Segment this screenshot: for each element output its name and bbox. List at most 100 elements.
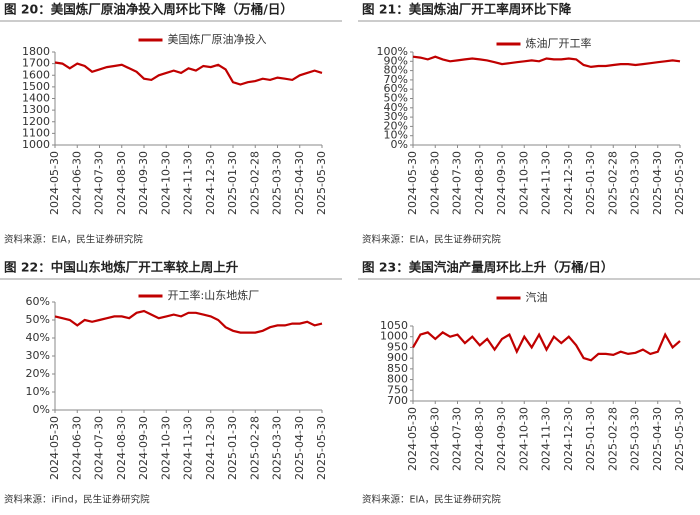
- x-tick-label: 2024-08-30: [115, 151, 128, 215]
- series-line: [412, 55, 681, 69]
- y-tick-label: 0%: [391, 138, 408, 151]
- x-tick-label: 2025-05-30: [673, 407, 686, 471]
- x-tick-label: 2024-08-30: [473, 407, 486, 471]
- x-tick-label: 2024-07-30: [451, 407, 464, 471]
- chart-title: 图 20：美国炼厂原油净投入周环比下降（万桶/日）: [4, 2, 293, 17]
- y-tick-label: 1600: [22, 68, 50, 81]
- x-tick-label: 2024-07-30: [451, 151, 464, 215]
- y-tick-label: 950: [387, 340, 408, 353]
- y-tick-label: 30%: [384, 110, 408, 123]
- x-tick-label: 2025-05-30: [315, 151, 328, 215]
- x-tick-label: 2024-07-30: [93, 416, 106, 480]
- source-note: 资料来源：EIA，民生证券研究院: [4, 234, 143, 246]
- x-tick-label: 2024-06-30: [428, 151, 441, 215]
- x-tick-label: 2024-11-30: [540, 151, 553, 215]
- y-tick-label: 20%: [384, 119, 408, 132]
- chart-title: 图 23：美国汽油产量周环比上升（万桶/日）: [362, 260, 613, 275]
- x-tick-label: 2025-03-30: [629, 407, 642, 471]
- y-tick-label: 1400: [22, 92, 50, 105]
- y-tick-label: 60%: [26, 295, 50, 308]
- chart-title: 图 21：美国炼油厂开工率周环比下降: [362, 2, 572, 17]
- y-tick-label: 50%: [26, 313, 50, 326]
- y-tick-label: 60%: [384, 82, 408, 95]
- x-tick-label: 2024-08-30: [115, 416, 128, 480]
- x-tick-label: 2025-03-30: [629, 151, 642, 215]
- x-tick-label: 2025-02-28: [606, 407, 619, 471]
- x-tick-label: 2024-12-30: [204, 416, 217, 480]
- y-tick-label: 1000: [380, 330, 408, 343]
- x-tick-label: 2024-10-30: [517, 407, 530, 471]
- x-tick-label: 2024-08-30: [473, 151, 486, 215]
- x-tick-label: 2024-09-30: [495, 407, 508, 471]
- y-tick-label: 750: [387, 383, 408, 396]
- x-tick-label: 2025-01-30: [226, 416, 239, 480]
- y-tick-label: 1700: [22, 57, 50, 70]
- x-tick-label: 2024-05-30: [48, 416, 61, 480]
- y-tick-label: 70%: [384, 73, 408, 86]
- x-tick-label: 2024-12-30: [562, 407, 575, 471]
- y-tick-label: 1200: [22, 115, 50, 128]
- source-note: 资料来源：iFind，民生证券研究院: [4, 494, 150, 506]
- x-tick-label: 2024-09-30: [137, 416, 150, 480]
- x-tick-label: 2025-01-30: [226, 151, 239, 215]
- x-tick-label: 2024-10-30: [517, 151, 530, 215]
- legend-label: 开工率:山东地炼厂: [168, 288, 260, 302]
- series-line: [412, 331, 681, 362]
- legend-label: 炼油厂开工率: [526, 36, 592, 50]
- source-note: 资料来源：EIA，民生证券研究院: [362, 494, 501, 506]
- x-tick-label: 2024-09-30: [495, 151, 508, 215]
- x-tick-label: 2024-06-30: [70, 416, 83, 480]
- y-tick-label: 1100: [22, 126, 50, 139]
- y-tick-label: 1800: [22, 45, 50, 58]
- y-tick-label: 700: [387, 394, 408, 407]
- y-tick-label: 40%: [26, 331, 50, 344]
- x-tick-label: 2025-04-30: [293, 151, 306, 215]
- y-tick-label: 850: [387, 362, 408, 375]
- x-tick-label: 2025-04-30: [651, 407, 664, 471]
- x-tick-label: 2024-11-30: [182, 151, 195, 215]
- y-tick-label: 90%: [384, 54, 408, 67]
- x-tick-label: 2024-12-30: [204, 151, 217, 215]
- y-tick-label: 40%: [384, 101, 408, 114]
- x-tick-label: 2025-01-30: [584, 407, 597, 471]
- chart-title: 图 22：中国山东地炼厂开工率较上周上升: [4, 260, 239, 275]
- source-note: 资料来源：EIA，民生证券研究院: [362, 234, 501, 246]
- y-tick-label: 1000: [22, 138, 50, 151]
- x-tick-label: 2025-04-30: [651, 151, 664, 215]
- x-tick-label: 2024-06-30: [428, 407, 441, 471]
- x-tick-label: 2024-05-30: [406, 407, 419, 471]
- y-tick-label: 50%: [384, 92, 408, 105]
- x-tick-label: 2024-11-30: [540, 407, 553, 471]
- x-tick-label: 2025-05-30: [673, 151, 686, 215]
- y-tick-label: 10%: [384, 129, 408, 142]
- y-tick-label: 1300: [22, 103, 50, 116]
- legend-label: 汽油: [526, 290, 548, 304]
- y-tick-label: 30%: [26, 349, 50, 362]
- x-tick-label: 2025-05-30: [315, 416, 328, 480]
- x-tick-label: 2025-03-30: [271, 416, 284, 480]
- x-tick-label: 2024-09-30: [137, 151, 150, 215]
- y-tick-label: 1050: [380, 319, 408, 332]
- x-tick-label: 2025-04-30: [293, 416, 306, 480]
- x-tick-label: 2024-05-30: [406, 151, 419, 215]
- x-tick-label: 2024-11-30: [182, 416, 195, 480]
- y-tick-label: 80%: [384, 64, 408, 77]
- series-line: [54, 309, 323, 334]
- x-tick-label: 2024-10-30: [159, 151, 172, 215]
- x-tick-label: 2025-02-28: [248, 416, 261, 480]
- x-tick-label: 2024-07-30: [93, 151, 106, 215]
- x-tick-label: 2025-01-30: [584, 151, 597, 215]
- x-tick-label: 2024-10-30: [159, 416, 172, 480]
- y-tick-label: 10%: [26, 385, 50, 398]
- x-tick-label: 2024-05-30: [48, 151, 61, 215]
- x-tick-label: 2024-06-30: [70, 151, 83, 215]
- x-tick-label: 2025-03-30: [271, 151, 284, 215]
- y-tick-label: 0%: [33, 403, 50, 416]
- y-tick-label: 100%: [377, 45, 408, 58]
- y-tick-label: 800: [387, 373, 408, 386]
- x-tick-label: 2025-02-28: [606, 151, 619, 215]
- y-tick-label: 1500: [22, 80, 50, 93]
- x-tick-label: 2024-12-30: [562, 151, 575, 215]
- series-line: [54, 61, 323, 86]
